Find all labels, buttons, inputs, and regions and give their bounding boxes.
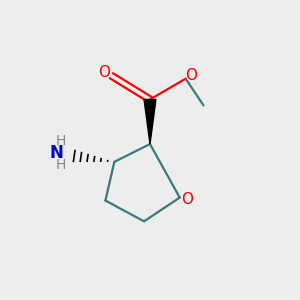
Text: N: N	[50, 144, 63, 162]
Text: O: O	[186, 68, 198, 83]
Text: O: O	[181, 191, 193, 206]
Text: O: O	[98, 65, 110, 80]
Text: H: H	[56, 134, 66, 148]
Text: H: H	[56, 158, 66, 172]
Polygon shape	[144, 100, 156, 144]
